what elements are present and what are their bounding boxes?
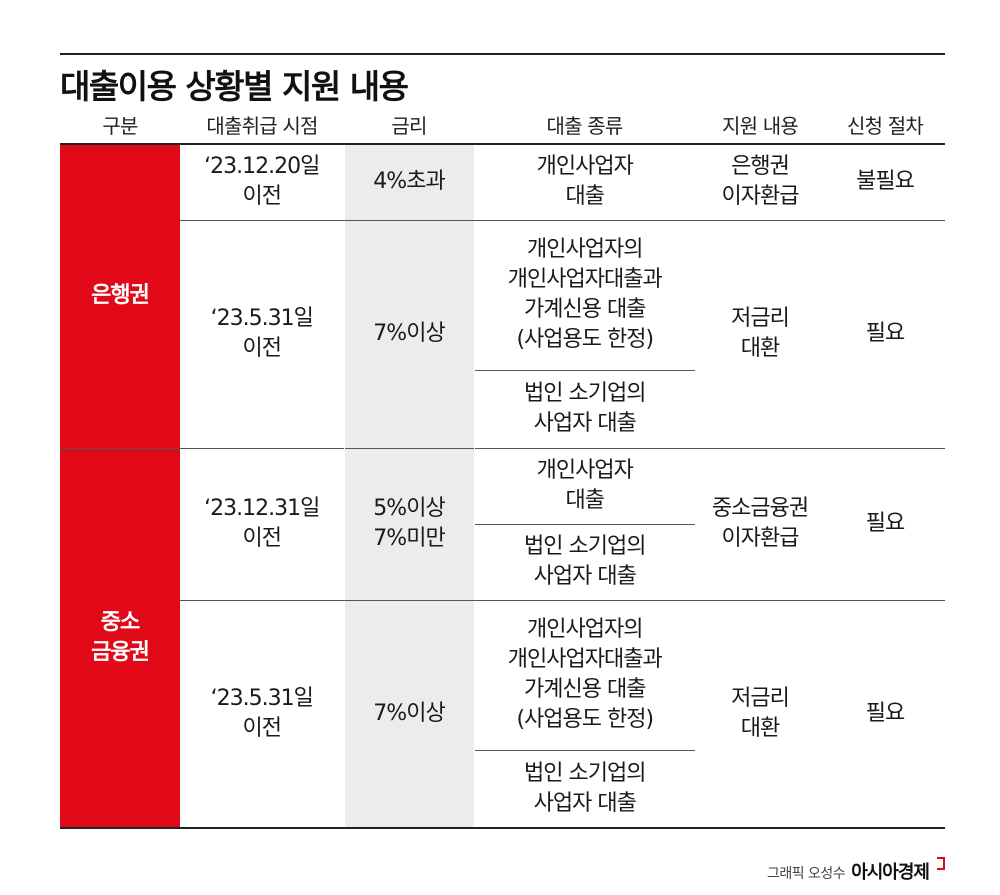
loan-type-cell: 개인사업자의 개인사업자대출과 가계신용 대출 (사업용도 한정) [474, 220, 695, 371]
loan-type-cell: 법인 소기업의 사업자 대출 [474, 524, 695, 601]
period-cell: ‘23.12.31일 이전 [180, 448, 344, 601]
rate-cell: 7%이상 [343, 220, 475, 449]
support-cell: 중소금융권 이자환급 [695, 448, 825, 601]
category-bank: 은행권 [60, 144, 180, 449]
table-row: 법인 소기업의 사업자 대출 [60, 524, 945, 601]
rate-cell: 4%초과 [343, 144, 475, 221]
period-cell: ‘23.5.31일 이전 [180, 220, 344, 449]
header-rate: 금리 [344, 105, 474, 145]
rate-cell: 5%이상 7%미만 [343, 448, 475, 601]
rate-cell: 7%이상 [343, 600, 475, 829]
header-row: 구분 대출취급 시점 금리 대출 종류 지원 내용 신청 절차 [60, 105, 945, 145]
support-cell: 저금리 대환 [695, 600, 825, 829]
loan-type-cell: 법인 소기업의 사업자 대출 [474, 750, 695, 829]
brand-mark-icon [937, 857, 945, 870]
table-row: 법인 소기업의 사업자 대출 [60, 750, 945, 829]
table-row: ‘23.5.31일 이전 7%이상 개인사업자의 개인사업자대출과 가계신용 대… [60, 220, 945, 449]
loan-type-cell: 법인 소기업의 사업자 대출 [474, 370, 695, 449]
header-procedure: 신청 절차 [825, 105, 945, 145]
period-cell: ‘23.12.20일 이전 [180, 144, 344, 221]
support-table: 구분 대출취급 시점 금리 대출 종류 지원 내용 신청 절차 은행권 ‘23.… [60, 105, 945, 829]
loan-type-cell: 개인사업자 대출 [474, 448, 695, 525]
category-smb: 중소 금융권 [60, 448, 180, 829]
brand-logo: 아시아경제 [851, 862, 930, 883]
loan-type-cell: 개인사업자의 개인사업자대출과 가계신용 대출 (사업용도 한정) [474, 600, 695, 751]
procedure-cell: 불필요 [825, 144, 945, 221]
loan-type-cell: 개인사업자 대출 [474, 144, 695, 221]
table-row: 중소 금융권 ‘23.12.31일 이전 5%이상 7%미만 개인사업자 대출 … [60, 448, 945, 829]
credit-line: 그래픽 오성수 아시아경제 [766, 857, 945, 884]
header-period: 대출취급 시점 [180, 105, 344, 145]
header-loan-type: 대출 종류 [474, 105, 695, 145]
procedure-cell: 필요 [825, 600, 945, 829]
period-cell: ‘23.5.31일 이전 [180, 600, 344, 829]
page-title: 대출이용 상황별 지원 내용 [60, 67, 409, 106]
support-cell: 은행권 이자환급 [695, 144, 825, 221]
header-support: 지원 내용 [695, 105, 825, 145]
graphic-credit: 그래픽 오성수 [766, 866, 846, 882]
table-row: 은행권 ‘23.12.20일 이전 4%초과 개인사업자 대출 은행권 이자환급… [60, 144, 945, 449]
procedure-cell: 필요 [825, 448, 945, 601]
procedure-cell: 필요 [825, 220, 945, 449]
support-cell: 저금리 대환 [695, 220, 825, 449]
table-row: 법인 소기업의 사업자 대출 [60, 370, 945, 449]
header-category: 구분 [60, 105, 180, 145]
table-row: ‘23.5.31일 이전 7%이상 개인사업자의 개인사업자대출과 가계신용 대… [60, 600, 945, 829]
top-rule [60, 53, 945, 55]
